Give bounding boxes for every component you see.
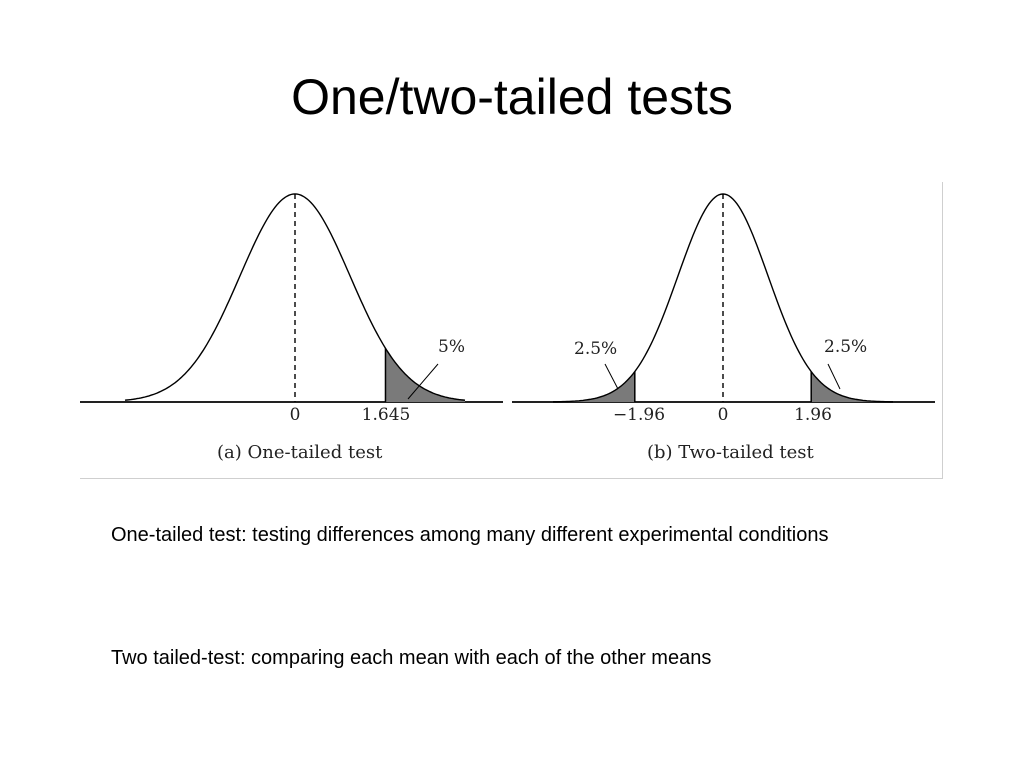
panel-two-tailed: 2.5% 2.5% −1.96 0 1.96 (b) Two-tailed te…	[512, 193, 935, 463]
tick-label-zero-b: 0	[718, 405, 729, 425]
tail-label-5pct: 5%	[438, 337, 465, 357]
tail-label-left-2.5pct: 2.5%	[574, 339, 617, 359]
leader-line-left	[604, 363, 619, 390]
tick-label-196: 1.96	[794, 405, 832, 425]
caption-b: (b) Two-tailed test	[647, 442, 814, 463]
description-one-tailed: One-tailed test: testing differences amo…	[111, 524, 829, 546]
description-two-tailed: Two tailed-test: comparing each mean wit…	[111, 647, 712, 669]
tick-label-1645: 1.645	[362, 405, 411, 425]
tail-label-right-2.5pct: 2.5%	[824, 337, 867, 357]
distribution-diagram: 5% 0 1.645 (a) One-tailed test 2.5% 2.5%…	[80, 193, 935, 463]
shaded-region-left-tail	[553, 371, 635, 402]
tick-label-zero-a: 0	[290, 405, 301, 425]
panel-one-tailed: 5% 0 1.645 (a) One-tailed test	[80, 193, 503, 463]
tick-label-neg196: −1.96	[613, 405, 665, 425]
slide-title: One/two-tailed tests	[291, 69, 733, 125]
shaded-region-right-tail	[385, 347, 465, 402]
shaded-region-right-tail-b	[811, 371, 893, 402]
caption-a: (a) One-tailed test	[217, 442, 383, 463]
leader-line-a	[407, 363, 439, 400]
distribution-figure: 5% 0 1.645 (a) One-tailed test 2.5% 2.5%…	[80, 182, 943, 479]
leader-line-right	[827, 363, 841, 390]
